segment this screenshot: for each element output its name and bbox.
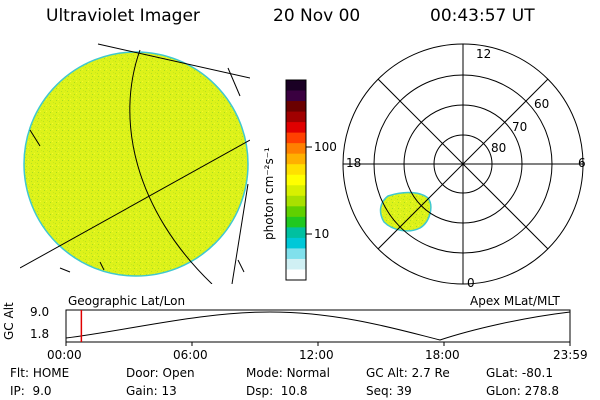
colorbar-tick-100: 100	[314, 140, 337, 154]
time-tick-0000: 00:00	[47, 348, 82, 362]
image-time: 00:43:57 UT	[430, 6, 535, 26]
status-glon: GLon: 278.8	[486, 384, 559, 398]
colorbar-band	[286, 206, 306, 218]
colorbar-band	[286, 143, 306, 155]
colorbar-band	[286, 258, 306, 270]
time-tick-2359: 23:59	[553, 348, 588, 362]
colorbar-band	[286, 248, 306, 260]
colorbar-band	[286, 185, 306, 197]
altitude-ytick-high: 9.0	[30, 305, 50, 319]
colorbar-band	[286, 132, 306, 144]
lat-label-70: 70	[512, 120, 528, 134]
status-mode: Mode: Normal	[246, 366, 330, 380]
colorbar-band	[286, 164, 306, 176]
geographic-panel-label: Geographic Lat/Lon	[68, 294, 186, 308]
colorbar-band	[286, 174, 306, 186]
time-tick-1200: 12:00	[299, 348, 334, 362]
instrument-title: Ultraviolet Imager	[46, 6, 200, 26]
colorbar	[286, 80, 306, 281]
colorbar-band	[286, 153, 306, 165]
altitude-curve	[65, 311, 571, 341]
colorbar-band	[286, 237, 306, 249]
status-door: Door: Open	[126, 366, 195, 380]
status-ip: IP: 9.0	[10, 384, 52, 398]
mlt-label-12: 12	[476, 47, 492, 61]
colorbar-band	[286, 101, 306, 113]
colorbar-frame	[285, 79, 307, 281]
colorbar-tick-10: 10	[314, 227, 330, 241]
colorbar-band	[286, 90, 306, 102]
colorbar-band	[286, 227, 306, 239]
colorbar-unit-label: photon cm⁻²s⁻¹	[262, 147, 276, 240]
mlt-label-18: 18	[346, 156, 362, 170]
lat-label-60: 60	[534, 97, 550, 111]
status-flt: Flt: HOME	[10, 366, 70, 380]
time-tick-1800: 18:00	[425, 348, 460, 362]
altitude-strip	[65, 309, 571, 346]
lat-label-80: 80	[491, 141, 507, 155]
status-seq: Seq: 39	[366, 384, 412, 398]
colorbar-band	[286, 269, 306, 281]
status-gain: Gain: 13	[126, 384, 177, 398]
earth-disk	[23, 51, 249, 277]
altitude-ylabel: GC Alt	[2, 302, 16, 340]
altitude-ytick-low: 1.8	[30, 327, 50, 341]
image-date: 20 Nov 00	[273, 6, 361, 26]
colorbar-band	[286, 216, 306, 228]
status-dsp: Dsp: 10.8	[246, 384, 308, 398]
apex-panel-label: Apex MLat/MLT	[470, 294, 560, 308]
status-glat: GLat: -80.1	[486, 366, 553, 380]
status-gcalt: GC Alt: 2.7 Re	[366, 366, 450, 380]
geographic-image	[20, 43, 250, 284]
time-tick-0600: 06:00	[173, 348, 208, 362]
colorbar-band	[286, 122, 306, 134]
mlt-label-6: 6	[578, 156, 586, 170]
polar-plot	[342, 43, 584, 285]
colorbar-band	[286, 80, 306, 92]
mlt-label-0: 0	[467, 276, 475, 290]
colorbar-band	[286, 195, 306, 207]
colorbar-band	[286, 111, 306, 123]
